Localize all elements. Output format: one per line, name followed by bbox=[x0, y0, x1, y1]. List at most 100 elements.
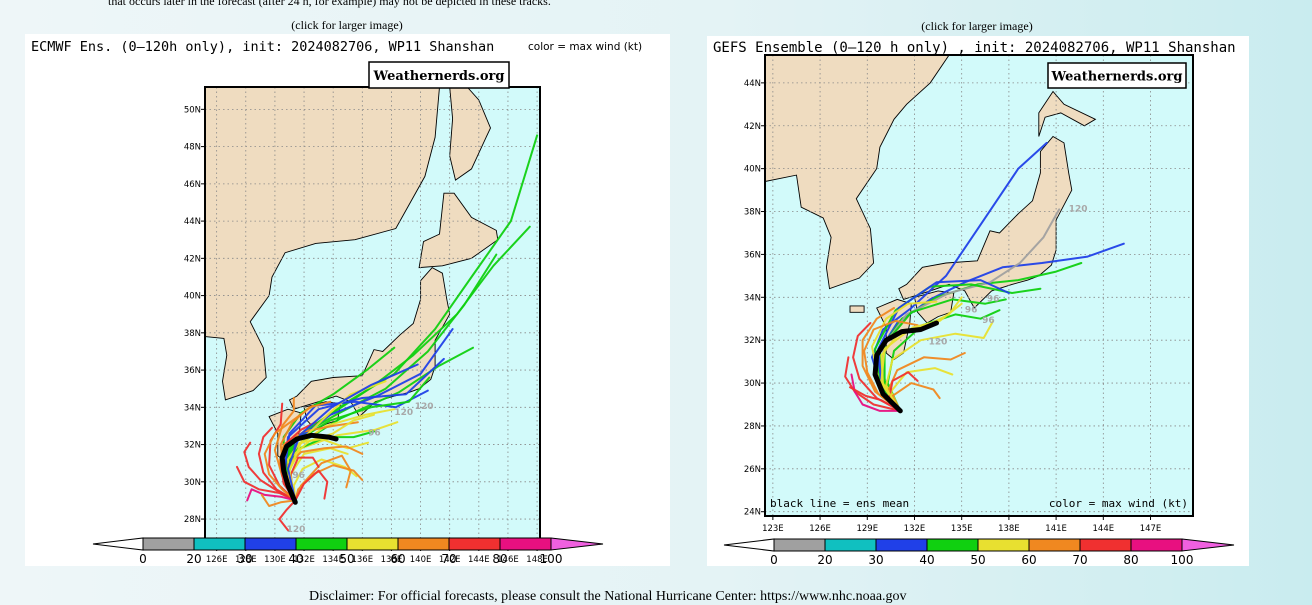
forecast-hour-label: 120 bbox=[394, 408, 413, 418]
land-shape bbox=[765, 55, 950, 290]
colorbar-tick-label: 70 bbox=[441, 552, 456, 566]
forecast-hour-label: 120 bbox=[287, 525, 306, 535]
colorbar-tick-label: 20 bbox=[186, 552, 201, 566]
ensemble-track bbox=[863, 319, 919, 412]
nhc-link[interactable]: https://www.nhc.noaa.gov bbox=[760, 589, 907, 604]
gefs-track-map: GEFS Ensemble (0–120 h only) , init: 202… bbox=[713, 40, 1236, 567]
colorbar-tick-label: 60 bbox=[1021, 553, 1036, 567]
ensemble-track bbox=[287, 363, 419, 502]
x-tick-label: 144E bbox=[468, 555, 490, 565]
x-tick-label: 138E bbox=[381, 555, 403, 565]
y-tick-label: 40N bbox=[184, 292, 201, 302]
forecast-hour-label: 120 bbox=[1069, 205, 1088, 215]
colorbar-segment bbox=[92, 537, 144, 551]
x-tick-label: 147E bbox=[1140, 524, 1162, 534]
forecast-hour-label: 96 bbox=[368, 428, 381, 438]
x-tick-label: 142E bbox=[439, 555, 461, 565]
colorbar-segment bbox=[977, 538, 1030, 552]
y-tick-label: 50N bbox=[184, 105, 201, 115]
x-tick-label: 148E bbox=[526, 555, 548, 565]
y-tick-label: 32N bbox=[744, 336, 761, 346]
land-shape bbox=[205, 87, 440, 401]
click-larger-image-link-ecmwf[interactable]: (click for larger image) bbox=[291, 18, 403, 32]
forecast-hour-label: 120 bbox=[415, 402, 434, 412]
x-tick-label: 138E bbox=[998, 524, 1020, 534]
x-tick-label: 126E bbox=[206, 555, 228, 565]
x-tick-label: 146E bbox=[497, 555, 519, 565]
ensemble-track bbox=[260, 493, 297, 507]
colorbar-segment bbox=[1079, 538, 1132, 552]
y-tick-label: 26N bbox=[744, 465, 761, 475]
ensemble-track bbox=[885, 319, 995, 412]
intro-note: that occurs later in the forecast (after… bbox=[108, 0, 551, 8]
y-tick-label: 48N bbox=[184, 143, 201, 153]
y-tick-label: 30N bbox=[184, 478, 201, 488]
ensemble-track bbox=[294, 454, 352, 502]
y-tick-label: 28N bbox=[744, 422, 761, 432]
colorbar-tick-label: 30 bbox=[237, 552, 252, 566]
map-layer: 120 96 96 96 120 bbox=[765, 55, 1193, 516]
forecast-hour-label: 96 bbox=[292, 471, 305, 481]
gefs-panel[interactable]: GEFS Ensemble (0–120 h only) , init: 202… bbox=[707, 36, 1249, 567]
colorbar-tick-label: 80 bbox=[492, 552, 507, 566]
x-tick-label: 136E bbox=[351, 555, 373, 565]
y-tick-label: 42N bbox=[184, 254, 201, 264]
y-tick-label: 34N bbox=[184, 403, 201, 413]
ensemble-track bbox=[294, 469, 329, 502]
y-tick-label: 32N bbox=[184, 441, 201, 451]
y-tick-label: 34N bbox=[744, 293, 761, 303]
ensemble-mean-track bbox=[279, 432, 339, 505]
colorbar-segment bbox=[244, 537, 297, 551]
forecast-hour-label: 120 bbox=[929, 337, 948, 347]
y-tick-label: 30N bbox=[744, 379, 761, 389]
colorbar-segment bbox=[193, 537, 246, 551]
colorbar-segment bbox=[499, 537, 552, 551]
land-shape bbox=[913, 290, 955, 324]
ensemble-track bbox=[849, 386, 902, 412]
y-tick-label: 38N bbox=[744, 208, 761, 218]
watermark: Weathernerds.org bbox=[1051, 70, 1183, 85]
ensemble-mean-track bbox=[872, 320, 939, 414]
colorbar-tick-label: 70 bbox=[1072, 553, 1087, 567]
map-frame bbox=[764, 54, 1194, 517]
x-tick-label: 134E bbox=[322, 555, 344, 565]
x-tick-label: 130E bbox=[264, 555, 286, 565]
x-tick-label: 126E bbox=[809, 524, 831, 534]
y-tick-label: 44N bbox=[184, 217, 201, 227]
ensemble-track bbox=[263, 404, 314, 502]
x-tick-label: 135E bbox=[951, 524, 973, 534]
watermark: Weathernerds.org bbox=[373, 69, 505, 84]
colorbar-tick-label: 100 bbox=[540, 552, 563, 566]
chart-subtitle: color = max wind (kt) bbox=[528, 41, 642, 53]
ensemble-track bbox=[246, 488, 297, 502]
ensemble-track bbox=[850, 373, 902, 412]
colorbar-segment bbox=[824, 538, 877, 552]
click-larger-image-link-gefs[interactable]: (click for larger image) bbox=[921, 19, 1033, 33]
y-tick-label: 40N bbox=[744, 165, 761, 175]
x-tick-label: 132E bbox=[904, 524, 926, 534]
colorbar-segment bbox=[875, 538, 928, 552]
forecast-hour-label: 96 bbox=[987, 295, 1000, 305]
ensemble-track bbox=[278, 499, 297, 532]
legend-mean-label: black line = ens mean bbox=[770, 497, 909, 510]
colorbar-tick-label: 20 bbox=[817, 553, 832, 567]
colorbar-segment bbox=[346, 537, 399, 551]
colorbar-segment bbox=[1130, 538, 1183, 552]
ecmwf-track-map: ECMWF Ens. (0–120h only), init: 20240827… bbox=[31, 39, 642, 566]
ecmwf-panel[interactable]: ECMWF Ens. (0–120h only), init: 20240827… bbox=[25, 34, 670, 566]
y-tick-label: 28N bbox=[184, 515, 201, 525]
colorbar-tick-label: 40 bbox=[919, 553, 934, 567]
ensemble-track bbox=[880, 302, 963, 412]
forecast-hour-label: 96 bbox=[982, 316, 995, 326]
colorbar-segment bbox=[397, 537, 450, 551]
colorbar-tick-label: 40 bbox=[288, 552, 303, 566]
y-tick-label: 42N bbox=[744, 122, 761, 132]
x-tick-label: 128E bbox=[235, 555, 257, 565]
colorbar-tick-label: 80 bbox=[1123, 553, 1138, 567]
disclaimer: Disclaimer: For official forecasts, plea… bbox=[309, 589, 907, 605]
colorbar-segment bbox=[1181, 538, 1235, 552]
x-tick-label: 123E bbox=[762, 524, 784, 534]
x-tick-label: 141E bbox=[1045, 524, 1067, 534]
chart-title: GEFS Ensemble (0–120 h only) , init: 202… bbox=[713, 40, 1236, 56]
